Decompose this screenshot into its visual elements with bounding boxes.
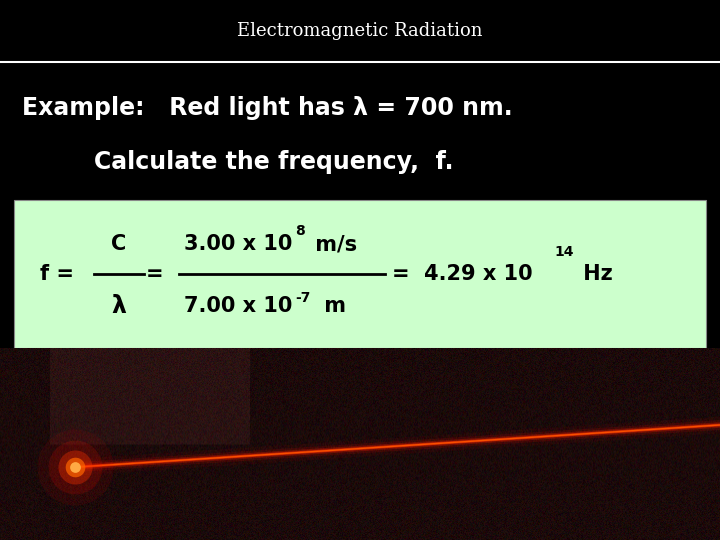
Point — [69, 463, 81, 471]
FancyBboxPatch shape — [0, 0, 720, 62]
Point — [69, 463, 81, 471]
Text: Calculate the frequency,  f.: Calculate the frequency, f. — [94, 150, 453, 174]
Text: -7: -7 — [295, 292, 310, 305]
Text: 7.00 x 10: 7.00 x 10 — [184, 296, 292, 316]
Point — [69, 463, 81, 471]
Text: Electromagnetic Radiation: Electromagnetic Radiation — [238, 22, 482, 40]
Text: =  4.29 x 10: = 4.29 x 10 — [392, 264, 533, 284]
Text: =: = — [146, 264, 163, 284]
Text: Hz: Hz — [576, 264, 613, 284]
Text: f =: f = — [40, 264, 73, 284]
Text: Example:   Red light has λ = 700 nm.: Example: Red light has λ = 700 nm. — [22, 96, 512, 120]
Point — [69, 463, 81, 471]
Text: m: m — [317, 296, 346, 316]
Text: 14: 14 — [554, 246, 574, 259]
Text: 3.00 x 10: 3.00 x 10 — [184, 234, 292, 254]
FancyBboxPatch shape — [14, 200, 706, 348]
Text: C: C — [111, 234, 127, 254]
Text: λ: λ — [112, 294, 126, 319]
Text: 8: 8 — [295, 224, 305, 238]
Text: m/s: m/s — [308, 234, 357, 254]
Point — [69, 463, 81, 471]
